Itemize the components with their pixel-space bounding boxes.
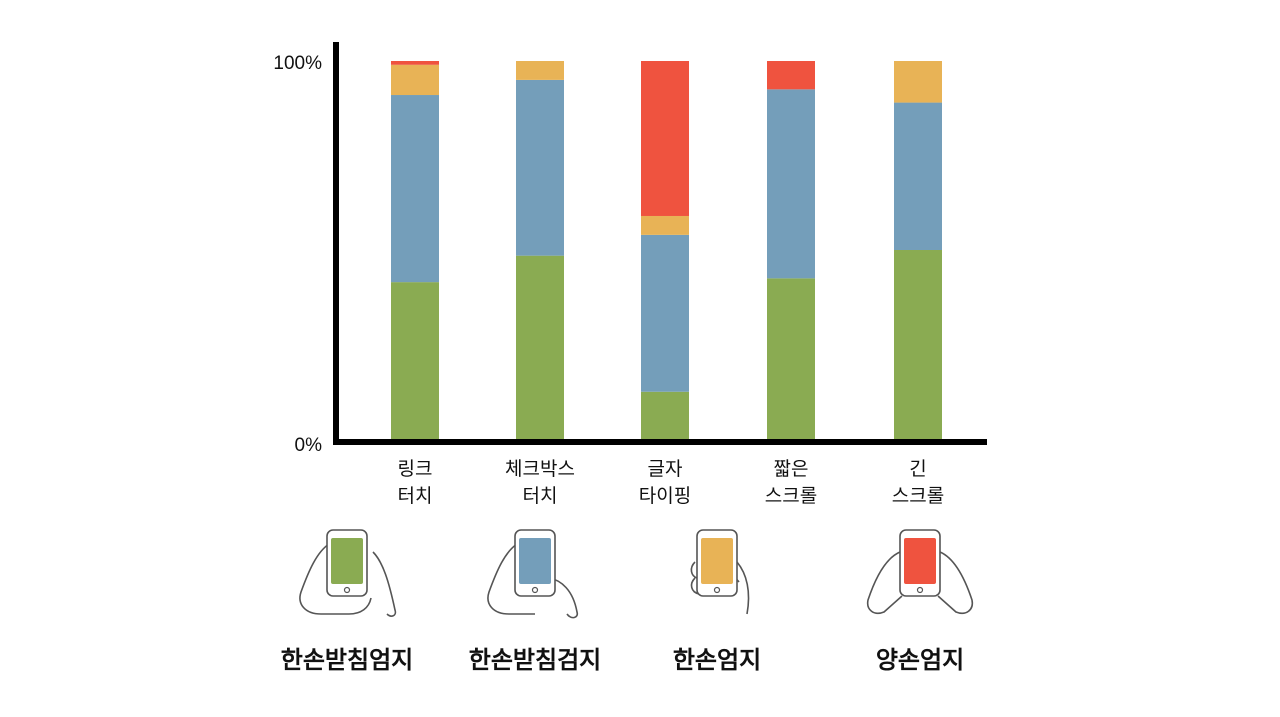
x-tick-label-line: 터치 [398,485,433,507]
bars-layer [391,61,942,439]
x-tick-label-line: 링크 [398,458,433,480]
bar-segment-3-2 [641,234,689,392]
bar-segment-2-3 [516,61,564,80]
bar-segment-4-1 [767,278,815,439]
x-tick-label-line: 터치 [523,485,558,507]
x-tick-label-line: 스크롤 [892,485,944,507]
bar-segment-3-4 [641,61,689,216]
bar-segment-4-2 [767,89,815,279]
x-tick-label-line: 글자 [648,458,683,480]
bar-segment-5-2 [894,102,942,250]
bar-segment-1-3 [391,64,439,96]
bar-segment-3-3 [641,215,689,235]
bar-segment-4-4 [767,61,815,90]
two-hand-thumb-icon [862,522,978,626]
bar-segment-1-2 [391,95,439,283]
one-hand-thumb-icon [659,522,775,626]
bar-segment-1-4 [391,61,439,65]
legend-label-1: 한손받침엄지 [280,646,414,674]
bar-segment-5-1 [894,250,942,439]
bar-segment-1-1 [391,282,439,439]
y-tick-label-max: 100% [273,53,322,74]
one-hand-supported-index-icon [477,522,593,626]
legend-label-2: 한손받침검지 [468,646,602,674]
x-tick-label-line: 스크롤 [765,485,817,507]
x-tick-label-line: 체크박스 [505,458,575,480]
bar-segment-2-1 [516,255,564,439]
bar-segment-3-1 [641,391,689,439]
bar-segment-2-2 [516,79,564,256]
bar-segment-5-3 [894,61,942,103]
one-hand-supported-thumb-icon [289,522,405,626]
x-tick-label-line: 짧은 [774,458,809,480]
x-tick-label-line: 긴 [909,458,926,480]
y-tick-label-min: 0% [295,435,323,456]
legend-label-4: 양손엄지 [875,646,965,674]
legend-label-3: 한손엄지 [672,646,762,674]
x-tick-label-line: 타이핑 [639,485,691,507]
